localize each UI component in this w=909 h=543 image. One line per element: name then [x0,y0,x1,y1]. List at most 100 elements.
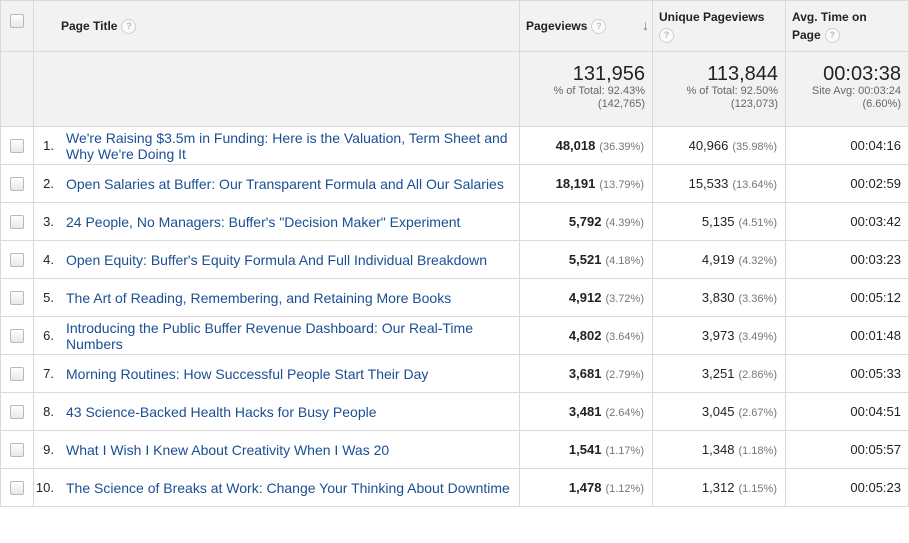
avg-time-value: 00:05:57 [850,442,901,457]
row-title-cell: 5. The Art of Reading, Remembering, and … [33,278,520,317]
table-row: 5. The Art of Reading, Remembering, and … [0,278,909,317]
pageviews-value: 4,912 [568,290,602,305]
unique-pageviews-percent: (3.36%) [738,293,777,305]
unique-pageviews-header-label: Unique Pageviews [659,10,765,24]
help-icon[interactable]: ? [659,28,674,44]
help-icon[interactable]: ? [121,19,137,35]
avg-time-cell: 00:02:59 [785,164,909,203]
unique-pageviews-cell: 3,251 (2.86%) [652,354,786,393]
row-number: 6. [43,328,54,343]
row-checkbox-cell [0,164,34,203]
row-checkbox[interactable] [10,367,24,382]
totals-empty-cell [33,51,520,127]
avg-time-value: 00:03:23 [850,252,901,267]
totals-empty-cell [0,51,34,127]
pageviews-cell: 1,541 (1.17%) [519,430,653,469]
pageviews-percent: (3.64%) [605,331,644,343]
avg-time-site-avg: Site Avg: 00:03:24 [811,85,901,97]
page-title-link[interactable]: We're Raising $3.5m in Funding: Here is … [66,129,508,162]
page-title-link[interactable]: 43 Science-Backed Health Hacks for Busy … [66,403,377,420]
pageviews-value: 1,541 [568,442,602,457]
pageviews-value: 48,018 [555,138,596,153]
pageviews-value: 18,191 [555,176,596,191]
row-checkbox-cell [0,468,34,507]
row-checkbox-cell [0,316,34,355]
unique-pageviews-value: 5,135 [701,214,735,229]
unique-pageviews-cell: 1,348 (1.18%) [652,430,786,469]
avg-time-cell: 00:05:12 [785,278,909,317]
row-checkbox[interactable] [10,443,24,458]
select-all-cell [0,0,34,52]
row-number: 5. [43,290,54,305]
row-checkbox[interactable] [10,329,24,344]
pageviews-percent: (4.18%) [605,255,644,267]
select-all-checkbox[interactable] [10,14,24,28]
unique-pageviews-cell: 1,312 (1.15%) [652,468,786,507]
table-row: 2. Open Salaries at Buffer: Our Transpar… [0,164,909,203]
page-title-link[interactable]: The Art of Reading, Remembering, and Ret… [66,289,452,306]
page-title-link[interactable]: Open Salaries at Buffer: Our Transparent… [66,175,504,192]
row-checkbox[interactable] [10,253,24,268]
page-title-link[interactable]: Open Equity: Buffer's Equity Formula And… [66,251,488,268]
pageviews-total-pct: % of Total: 92.43% [553,85,645,97]
pageviews-total-cell: 131,956 % of Total: 92.43% (142,765) [519,51,653,127]
avg-time-cell: 00:04:16 [785,126,909,165]
row-title-cell: 1. We're Raising $3.5m in Funding: Here … [33,126,520,165]
unique-pageviews-value: 3,973 [701,328,735,343]
pageviews-percent: (36.39%) [599,141,644,153]
row-number: 9. [43,442,54,457]
unique-pageviews-percent: (1.18%) [738,445,777,457]
row-checkbox-cell [0,392,34,431]
unique-pageviews-header[interactable]: Unique Pageviews ? [652,0,786,52]
row-checkbox[interactable] [10,405,24,420]
avg-time-cell: 00:03:42 [785,202,909,241]
row-title-cell: 10. The Science of Breaks at Work: Chang… [33,468,520,507]
table-row: 3. 24 People, No Managers: Buffer's "Dec… [0,202,909,241]
unique-pageviews-value: 1,348 [701,442,735,457]
avg-time-value: 00:02:59 [850,176,901,191]
unique-pageviews-percent: (1.15%) [738,483,777,495]
row-checkbox-cell [0,354,34,393]
page-title-header[interactable]: Page Title? [33,0,520,52]
pageviews-cell: 5,521 (4.18%) [519,240,653,279]
row-checkbox[interactable] [10,139,24,154]
pageviews-percent: (3.72%) [605,293,644,305]
table-row: 9. What I Wish I Knew About Creativity W… [0,430,909,469]
page-title-link[interactable]: Introducing the Public Buffer Revenue Da… [66,319,473,352]
table-row: 10. The Science of Breaks at Work: Chang… [0,468,909,507]
pageviews-percent: (2.79%) [605,369,644,381]
pageviews-header[interactable]: Pageviews? ↓ [519,0,653,52]
sort-descending-icon[interactable]: ↓ [642,17,649,33]
row-checkbox[interactable] [10,177,24,192]
row-checkbox-cell [0,202,34,241]
table-row: 1. We're Raising $3.5m in Funding: Here … [0,126,909,165]
row-title-cell: 9. What I Wish I Knew About Creativity W… [33,430,520,469]
page-title-link[interactable]: The Science of Breaks at Work: Change Yo… [66,479,510,496]
row-checkbox[interactable] [10,481,24,496]
unique-pageviews-cell: 3,830 (3.36%) [652,278,786,317]
row-title-cell: 2. Open Salaries at Buffer: Our Transpar… [33,164,520,203]
page-title-link[interactable]: What I Wish I Knew About Creativity When… [66,441,390,458]
pageviews-value: 5,792 [568,214,602,229]
avg-time-value: 00:05:33 [850,366,901,381]
unique-pageviews-total-cell: 113,844 % of Total: 92.50% (123,073) [652,51,786,127]
page-title-link[interactable]: Morning Routines: How Successful People … [66,365,429,382]
page-title-link[interactable]: 24 People, No Managers: Buffer's "Decisi… [66,213,461,230]
help-icon[interactable]: ? [591,19,607,35]
row-title-cell: 8. 43 Science-Backed Health Hacks for Bu… [33,392,520,431]
pageviews-value: 1,478 [568,480,602,495]
unique-pageviews-value: 15,533 [688,176,729,191]
avg-time-value: 00:03:42 [850,214,901,229]
row-checkbox[interactable] [10,291,24,306]
avg-time-header[interactable]: Avg. Time on Page? [785,0,909,52]
row-number: 1. [43,138,54,153]
avg-time-total-cell: 00:03:38 Site Avg: 00:03:24 (6.60%) [785,51,909,127]
unique-pageviews-value: 1,312 [701,480,735,495]
pageviews-cell: 4,802 (3.64%) [519,316,653,355]
unique-pageviews-total: 113,844 [707,63,778,85]
unique-pageviews-percent: (4.51%) [738,217,777,229]
pageviews-cell: 5,792 (4.39%) [519,202,653,241]
help-icon[interactable]: ? [824,28,840,44]
pageviews-header-label: Pageviews [526,19,588,33]
row-checkbox[interactable] [10,215,24,230]
